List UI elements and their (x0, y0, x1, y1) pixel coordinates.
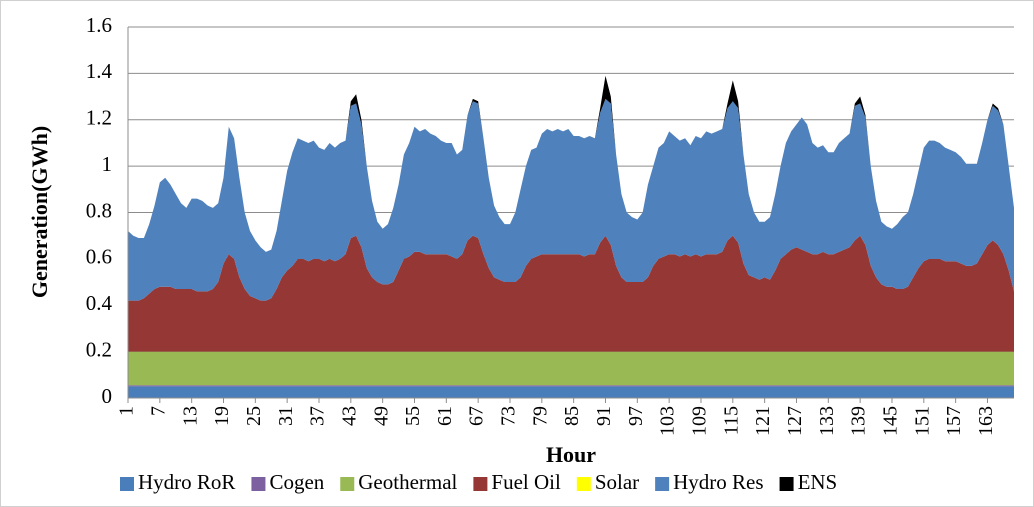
x-tick-label: 151 (911, 406, 933, 436)
y-tick-label: 0 (102, 384, 113, 408)
legend-label: Hydro Res (673, 470, 763, 494)
legend-swatch (251, 477, 266, 491)
x-tick-label: 121 (752, 406, 774, 436)
x-tick-label: 73 (498, 406, 520, 426)
area (128, 386, 1014, 398)
plot-area (127, 26, 1014, 403)
x-tick-label: 157 (943, 406, 965, 436)
x-tick-label: 145 (880, 406, 902, 436)
x-tick-label: 67 (466, 406, 488, 426)
legend-label: Fuel Oil (491, 470, 561, 494)
area (128, 98, 1014, 301)
x-tick-label: 19 (211, 406, 233, 426)
y-tick-label: 1.4 (86, 59, 113, 83)
legend-swatch (340, 477, 355, 491)
legend: Hydro RoR Cogen Geothermal Fuel Oil Solar Hyd… (120, 470, 837, 494)
legend-label: Solar (595, 470, 639, 494)
y-tick-label: 1.2 (86, 106, 112, 130)
legend-label: ENS (798, 470, 838, 494)
y-tick-label: 1.6 (86, 13, 112, 37)
y-tick-label: 0.2 (86, 337, 112, 361)
x-tick-label: 91 (593, 406, 615, 426)
x-tick-label: 13 (179, 406, 201, 426)
x-tick-label: 49 (370, 406, 392, 426)
y-tick-label: 0.4 (86, 291, 113, 315)
legend-swatch (779, 477, 794, 491)
area (128, 385, 1014, 387)
y-tick-label: 0.8 (86, 198, 112, 222)
x-tick-label: 139 (848, 406, 870, 436)
x-tick-label: 55 (402, 406, 424, 426)
x-tick-label: 115 (720, 406, 742, 435)
x-tick-label: 109 (689, 406, 711, 436)
legend-swatch (120, 477, 134, 491)
x-tick-label: 127 (784, 406, 806, 436)
legend-label: Geothermal (358, 470, 457, 494)
area (128, 235, 1014, 352)
y-tick-label: 0.6 (86, 245, 112, 269)
x-tick-label: 7 (147, 406, 169, 416)
y-tick-label: 1 (102, 152, 113, 176)
x-tick-label: 85 (561, 406, 583, 426)
legend-swatch (473, 477, 488, 491)
legend-label: Cogen (269, 470, 324, 494)
x-tick-label: 133 (816, 406, 838, 436)
legend-swatch (576, 477, 591, 491)
x-tick-label: 1 (116, 406, 138, 416)
x-tick-label: 43 (338, 406, 360, 426)
x-tick-label: 103 (657, 406, 679, 436)
y-axis-label: Generation(GWh) (27, 126, 52, 298)
x-tick-label: 79 (529, 406, 551, 426)
x-axis-label: Hour (546, 442, 596, 467)
legend-label: Hydro RoR (138, 470, 235, 494)
x-tick-label: 31 (275, 406, 297, 426)
x-tick-label: 97 (625, 406, 647, 426)
x-tick-label: 25 (243, 406, 265, 426)
x-tick-label: 163 (975, 406, 997, 436)
x-tick-label: 61 (434, 406, 456, 426)
x-tick-label: 37 (307, 406, 329, 426)
area (128, 351, 1014, 386)
legend-swatch (655, 477, 670, 491)
